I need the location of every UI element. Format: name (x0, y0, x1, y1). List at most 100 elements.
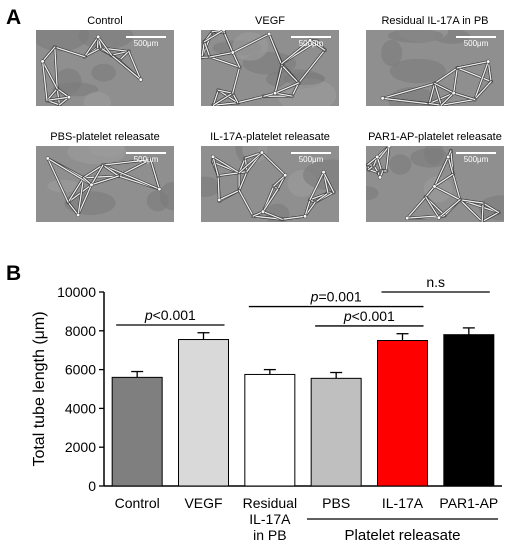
micrograph-caption: Residual IL-17A in PB (381, 15, 489, 27)
tube-segment (212, 156, 240, 174)
micrograph-texture (201, 176, 221, 197)
tube-segment (433, 173, 454, 188)
micrograph-image: 500μm (36, 30, 174, 106)
tube-segment (128, 50, 142, 81)
tube-node (432, 184, 437, 189)
bar (111, 376, 163, 487)
tube-network-picture (36, 146, 174, 222)
tube-node (486, 59, 491, 64)
tube-segment (381, 82, 436, 99)
tube-segment (322, 171, 335, 193)
tube-node (89, 182, 94, 187)
micrograph-caption: VEGF (255, 15, 285, 27)
tube-segment (433, 156, 449, 188)
scale-bar-label: 500μm (133, 39, 159, 48)
micrograph-par1ap-releasate: PAR1-AP-platelet releasate 500μm (366, 130, 504, 222)
y-tick-label: 4000 (65, 400, 96, 416)
tube-node (436, 215, 441, 220)
tube-segment (440, 98, 476, 106)
tube-segment (304, 199, 311, 217)
tube-segment (473, 80, 492, 101)
panel-a-label: A (6, 6, 22, 29)
tube-segment (273, 174, 286, 187)
x-tick-label: VEGF (184, 495, 222, 511)
tube-segment (261, 151, 286, 176)
tube-node (96, 34, 101, 39)
tube-segment (314, 192, 329, 204)
tube-segment (406, 196, 427, 219)
tube-node (45, 156, 50, 161)
scale-bar-label: 500μm (298, 155, 324, 164)
tube-segment (428, 92, 455, 105)
scale-bar-label: 500μm (133, 155, 159, 164)
tube-segment (54, 46, 58, 90)
x-tick-label: Residual (243, 495, 297, 511)
bar (244, 373, 296, 487)
x-tick-label: IL-17A (382, 495, 424, 511)
tube-segment (56, 88, 70, 98)
tube-segment (482, 202, 500, 214)
tube-segment (54, 46, 86, 58)
scale-bar: 500μm (126, 152, 166, 164)
tube-segment (90, 175, 120, 186)
tube-segment (217, 172, 240, 177)
tube-segment (41, 46, 56, 62)
p-symbol: p (310, 289, 319, 305)
tube-node (378, 175, 383, 180)
tube-node (375, 154, 380, 159)
tube-segment (309, 171, 325, 201)
tube-segment (67, 201, 79, 216)
tube-segment (203, 30, 225, 43)
tube-segment (434, 67, 459, 85)
tube-node (273, 91, 278, 96)
micrograph-caption: IL-17A-platelet releasate (210, 131, 330, 143)
p-symbol: p (144, 307, 153, 323)
tube-segment (438, 199, 461, 219)
tube-length-bar-chart: 0 2000 4000 6000 8000 10000 Total tube length … (31, 274, 502, 544)
tube-segment (433, 185, 461, 201)
tube-segment (238, 170, 248, 192)
tube-segment (90, 164, 104, 186)
tube-segment (97, 36, 113, 56)
tube-node (157, 187, 162, 192)
tube-node (138, 77, 143, 82)
tube-node (76, 212, 81, 218)
tube-segment (209, 51, 234, 58)
tube-segment (238, 189, 254, 217)
micrograph-texture (91, 63, 116, 82)
micrograph-caption: PAR1-AP-platelet releasate (368, 131, 502, 143)
bar (310, 377, 362, 487)
micrograph-texture (389, 58, 447, 84)
tube-segment (232, 33, 270, 54)
tube-segment (281, 215, 306, 220)
x-tick-label: IL-17A (249, 511, 291, 527)
tube-segment (67, 177, 85, 203)
p-value-text: n.s (426, 274, 445, 290)
tube-network-picture (366, 30, 504, 106)
significance-label: p<0.001 (343, 308, 395, 324)
p-value-text: =0.001 (318, 289, 361, 305)
tube-segment (46, 96, 70, 102)
tube-segment (473, 60, 489, 101)
tube-segment (212, 89, 219, 106)
tube-network-picture (366, 146, 504, 222)
tube-segment (232, 51, 241, 68)
x-tick-label: in PB (253, 527, 286, 543)
tube-segment (149, 158, 161, 190)
x-tick-label: Control (115, 495, 160, 511)
scale-bar-label: 500μm (298, 39, 324, 48)
micrograph-control: Control 500μm (36, 14, 174, 106)
tube-segment (212, 92, 234, 106)
tube-segment (238, 151, 263, 174)
p-value-text: <0.001 (352, 308, 395, 324)
tube-segment (425, 196, 440, 219)
tube-segment (237, 95, 265, 104)
tube-node (259, 150, 264, 155)
tube-segment (291, 82, 300, 97)
tube-segment (217, 89, 234, 94)
micrograph-residual-il17a: Residual IL-17A in PB 500μm (366, 14, 504, 106)
tube-node (308, 38, 313, 43)
tube-segment (456, 67, 492, 83)
micrograph-image: 500μm (201, 30, 339, 106)
tube-node (380, 96, 385, 101)
